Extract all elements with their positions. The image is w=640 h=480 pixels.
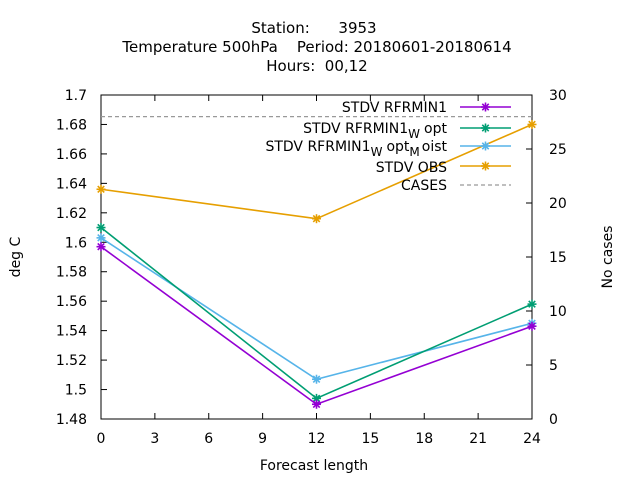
data-point-marker-d2: [312, 375, 321, 384]
data-point-stdv-rfrmin1: [527, 321, 537, 331]
y2-tick-label: 25: [549, 142, 567, 158]
legend-label-tail: oist: [422, 139, 448, 155]
legend-label-sub: W: [371, 145, 383, 159]
y2-tick-label: 5: [549, 358, 558, 374]
x-tick-label: 3: [150, 431, 159, 447]
chart-title: Station: 3953 Temperature 500hPa Period:…: [121, 19, 511, 75]
y-tick-label: 1.54: [56, 324, 87, 340]
legend-keys: [460, 102, 511, 186]
series-line-stdv-rfrmin1-wopt: [100, 226, 533, 400]
data-point-marker-d2: [528, 120, 536, 129]
series-stdv-rfrmin1-wopt: [96, 223, 537, 403]
data-point-marker-d2: [97, 185, 105, 194]
data-point-stdv-obs: [96, 184, 106, 194]
y2-axis-label: No cases: [600, 226, 616, 289]
title-line-2: Temperature 500hPa Period: 20180601-2018…: [121, 38, 511, 56]
legend-key-stdv-rfrmin1-wopt-moist: [460, 141, 511, 151]
data-point-stdv-rfrmin1-wopt: [96, 223, 106, 233]
y-tick-label: 1.64: [56, 176, 87, 192]
legend-key-stdv-obs: [460, 161, 511, 171]
data-point-marker-d2: [312, 400, 321, 409]
data-point-stdv-rfrmin1-wopt-moist: [312, 374, 321, 384]
legend-key-marker-d2: [481, 124, 490, 132]
x-tick-label: 15: [361, 431, 379, 447]
x-tick-label: 12: [308, 431, 326, 447]
series-stdv-obs: [96, 119, 537, 224]
x-tick-label: 21: [469, 431, 487, 447]
title-line-3: Hours: 00,12: [266, 57, 367, 75]
y-tick-label: 1.68: [56, 117, 87, 133]
y-tick-label: 1.58: [56, 265, 87, 281]
legend-label-mid: opt: [386, 139, 409, 155]
legend-item-stdv-obs: STDV OBS: [376, 160, 447, 176]
legend-item-stdv-rfrmin1-wopt-moist: STDV RFRMIN1W optM oist: [265, 139, 447, 159]
legend-label-stdv-rfrmin1-wopt-moist: STDV RFRMIN1W optM oist: [265, 139, 447, 159]
title-line-1: Station: 3953: [251, 19, 376, 37]
series-layer: [96, 115, 537, 409]
series-stdv-rfrmin1-wopt-moist: [96, 233, 537, 384]
legend-key-marker-d2: [481, 103, 490, 111]
x-axis-label: Forecast length: [260, 458, 368, 474]
data-point-marker-d2: [97, 242, 105, 251]
data-point-stdv-rfrmin1-wopt: [527, 299, 537, 309]
y2-axis: 0 5 10 15 20 25 30: [526, 88, 567, 428]
x-tick-label: 24: [523, 431, 541, 447]
y-tick-label: 1.5: [65, 383, 87, 399]
series-line-stdv-rfrmin1-wopt-moist: [100, 237, 533, 381]
x-axis: 0 3 6 9 12 15 18 21 24: [97, 95, 541, 447]
series-stdv-rfrmin1: [96, 242, 537, 409]
data-point-stdv-obs: [527, 119, 537, 129]
legend-key-marker-d2: [481, 142, 490, 150]
y-axis: 1.48 1.5 1.52 1.54 1.56 1.58 1.6 1.62 1.64 1.66 1.…: [56, 88, 107, 428]
y2-tick-label: 30: [549, 88, 567, 104]
data-point-marker-d2: [312, 394, 321, 403]
x-tick-label: 9: [258, 431, 267, 447]
data-point-stdv-rfrmin1-wopt: [312, 393, 321, 403]
legend-key-stdv-rfrmin1-wopt: [460, 123, 511, 133]
y2-tick-label: 0: [549, 412, 558, 428]
legend-label-stdv-rfrmin1-wopt: STDV RFRMIN1W opt: [303, 121, 447, 141]
legend-label-stdv-obs: STDV OBS: [376, 160, 447, 176]
data-point-stdv-rfrmin1: [96, 242, 106, 252]
y-tick-label: 1.7: [65, 88, 87, 104]
legend-label-base: STDV RFRMIN1: [303, 121, 408, 137]
legend-label-tail: opt: [424, 121, 447, 137]
legend-item-cases: CASES: [401, 178, 447, 194]
data-point-marker-d2: [97, 234, 105, 242]
data-point-stdv-rfrmin1-wopt-moist: [96, 233, 106, 243]
x-tick-label: 6: [204, 431, 213, 447]
y2-tick-label: 15: [549, 250, 567, 266]
data-point-stdv-obs: [312, 214, 321, 224]
y-tick-label: 1.48: [56, 412, 87, 428]
legend-item-stdv-rfrmin1: STDV RFRMIN1: [342, 100, 447, 116]
legend-item-stdv-rfrmin1-wopt: STDV RFRMIN1W opt: [303, 121, 447, 141]
legend-label-cases: CASES: [401, 178, 447, 194]
legend-label-base: STDV RFRMIN1: [265, 139, 370, 155]
data-point-marker-d2: [528, 300, 536, 308]
legend-key-stdv-rfrmin1: [460, 102, 511, 112]
legend-label-stdv-rfrmin1: STDV RFRMIN1: [342, 100, 447, 116]
y-tick-label: 1.62: [56, 206, 87, 222]
data-point-marker-d2: [97, 223, 105, 232]
y-tick-label: 1.66: [56, 147, 87, 163]
data-point-stdv-rfrmin1: [312, 399, 321, 409]
y-axis-label: deg C: [8, 236, 24, 277]
x-tick-label: 0: [97, 431, 106, 447]
legend-label-sub: W: [408, 127, 420, 141]
y-tick-label: 1.56: [56, 294, 87, 310]
y-tick-label: 1.52: [56, 353, 87, 369]
data-point-marker-d2: [312, 214, 321, 223]
x-tick-label: 18: [415, 431, 433, 447]
legend-label-sub2: M: [409, 145, 419, 159]
y2-tick-label: 10: [549, 304, 567, 320]
y-tick-label: 1.6: [65, 235, 87, 251]
data-point-marker-d2: [528, 322, 536, 331]
y2-tick-label: 20: [549, 196, 567, 212]
legend: STDV RFRMIN1 STDV RFRMIN1W opt STDV RFRMI…: [265, 100, 511, 194]
legend-key-marker-d2: [481, 162, 490, 170]
